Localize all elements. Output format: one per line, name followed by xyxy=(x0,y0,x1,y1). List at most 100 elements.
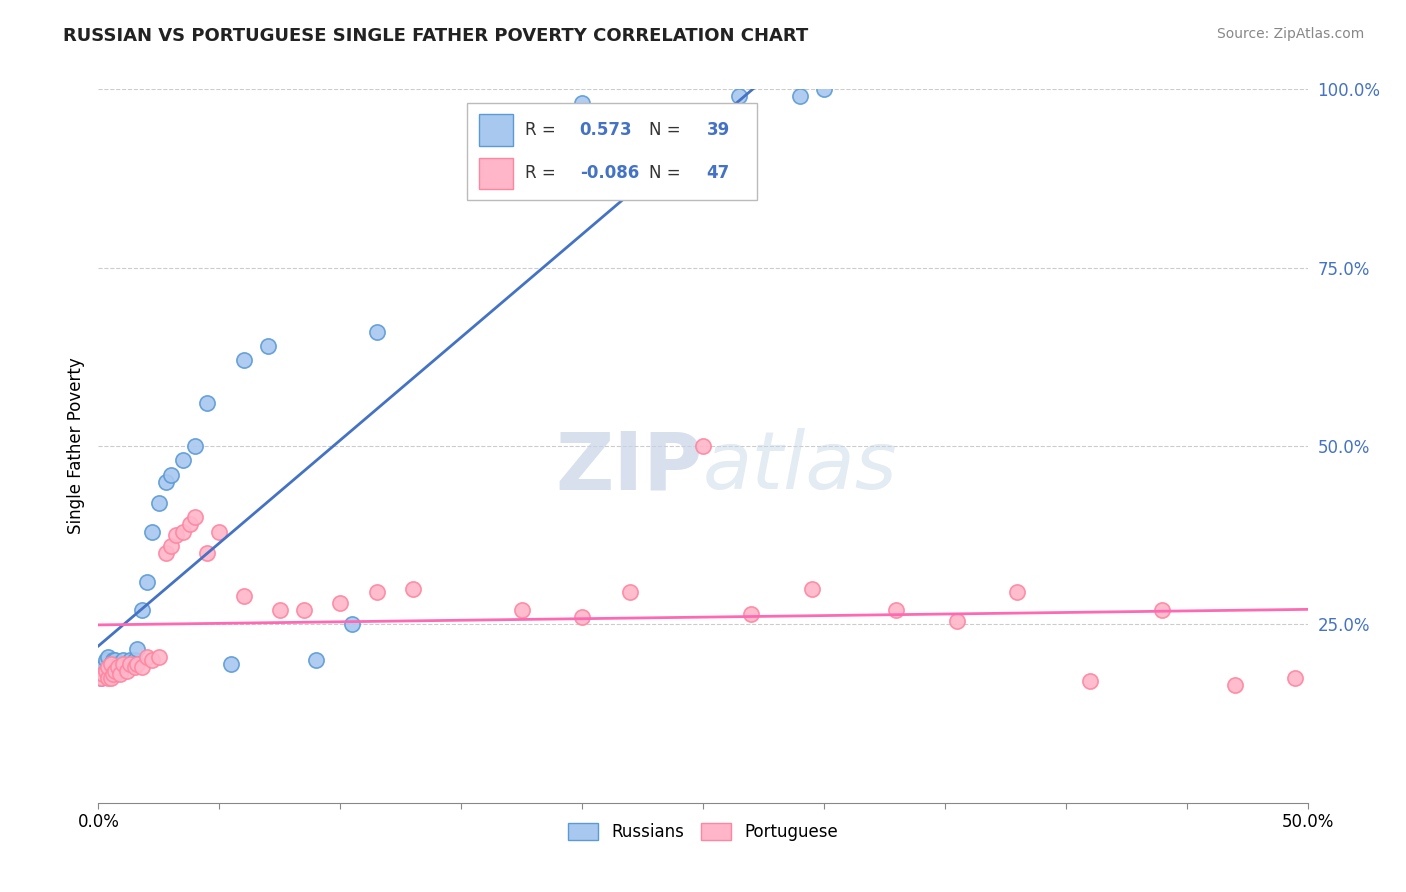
Point xyxy=(1284,671,1306,685)
Point xyxy=(184,510,207,524)
Point xyxy=(946,614,969,628)
Point xyxy=(94,653,117,667)
Point xyxy=(101,667,124,681)
Text: N =: N = xyxy=(648,164,686,182)
Point xyxy=(740,607,762,621)
Point xyxy=(141,653,163,667)
Point xyxy=(107,657,129,671)
Point xyxy=(305,653,328,667)
Point xyxy=(160,467,183,482)
Point xyxy=(208,524,231,539)
Point xyxy=(366,585,388,599)
Point xyxy=(97,649,120,664)
Point xyxy=(135,649,157,664)
Point xyxy=(117,657,139,671)
Point xyxy=(510,603,533,617)
Point xyxy=(292,603,315,617)
Point xyxy=(100,657,122,671)
Point xyxy=(108,667,131,681)
Point xyxy=(221,657,243,671)
Point xyxy=(571,610,593,624)
Text: -0.086: -0.086 xyxy=(579,164,638,182)
Point xyxy=(131,660,153,674)
Point xyxy=(127,642,149,657)
Point xyxy=(1078,674,1101,689)
Point xyxy=(269,603,291,617)
Text: R =: R = xyxy=(526,121,561,139)
Text: ZIP: ZIP xyxy=(555,428,703,507)
Point xyxy=(91,667,114,681)
Point xyxy=(91,660,114,674)
FancyBboxPatch shape xyxy=(467,103,758,200)
Point xyxy=(141,524,163,539)
Point xyxy=(155,475,177,489)
Point xyxy=(117,664,139,678)
Legend: Russians, Portuguese: Russians, Portuguese xyxy=(561,816,845,848)
Point xyxy=(789,89,811,103)
Text: N =: N = xyxy=(648,121,686,139)
Point xyxy=(111,653,134,667)
FancyBboxPatch shape xyxy=(479,158,513,189)
Point xyxy=(886,603,908,617)
FancyBboxPatch shape xyxy=(479,114,513,145)
Point xyxy=(172,524,194,539)
Point xyxy=(114,657,136,671)
Point xyxy=(728,89,751,103)
Point xyxy=(329,596,352,610)
Point xyxy=(97,664,120,678)
Point xyxy=(124,660,146,674)
Point xyxy=(148,496,170,510)
Point xyxy=(692,439,714,453)
Point xyxy=(571,96,593,111)
Point xyxy=(160,539,183,553)
Point xyxy=(195,396,218,410)
Point xyxy=(111,657,134,671)
Point xyxy=(155,546,177,560)
Point xyxy=(402,582,425,596)
Point xyxy=(800,582,823,596)
Point xyxy=(104,664,127,678)
Point xyxy=(97,660,120,674)
Text: 39: 39 xyxy=(707,121,730,139)
Point xyxy=(107,660,129,674)
Point xyxy=(118,657,141,671)
Text: Source: ZipAtlas.com: Source: ZipAtlas.com xyxy=(1216,27,1364,41)
Point xyxy=(1152,603,1174,617)
Point xyxy=(97,671,120,685)
Point xyxy=(101,664,124,678)
Text: 0.573: 0.573 xyxy=(579,121,633,139)
Point xyxy=(232,589,254,603)
Point xyxy=(90,671,112,685)
Point xyxy=(104,667,127,681)
Point xyxy=(100,657,122,671)
Point xyxy=(256,339,278,353)
Point xyxy=(1007,585,1029,599)
Point xyxy=(127,657,149,671)
Text: RUSSIAN VS PORTUGUESE SINGLE FATHER POVERTY CORRELATION CHART: RUSSIAN VS PORTUGUESE SINGLE FATHER POVE… xyxy=(63,27,808,45)
Point xyxy=(124,653,146,667)
Point xyxy=(179,517,201,532)
Point xyxy=(90,671,112,685)
Point xyxy=(118,653,141,667)
Point xyxy=(195,546,218,560)
Point xyxy=(1223,678,1246,692)
Point xyxy=(131,603,153,617)
Point xyxy=(342,617,364,632)
Point xyxy=(172,453,194,467)
Point xyxy=(813,82,835,96)
Point xyxy=(94,664,117,678)
Y-axis label: Single Father Poverty: Single Father Poverty xyxy=(66,358,84,534)
Point xyxy=(165,528,187,542)
Point xyxy=(104,653,127,667)
Point xyxy=(101,653,124,667)
Point xyxy=(232,353,254,368)
Text: atlas: atlas xyxy=(703,428,898,507)
Point xyxy=(100,667,122,681)
Text: R =: R = xyxy=(526,164,561,182)
Point xyxy=(100,671,122,685)
Point xyxy=(94,664,117,678)
Text: 47: 47 xyxy=(707,164,730,182)
Point xyxy=(148,649,170,664)
Point xyxy=(366,325,388,339)
Point xyxy=(135,574,157,589)
